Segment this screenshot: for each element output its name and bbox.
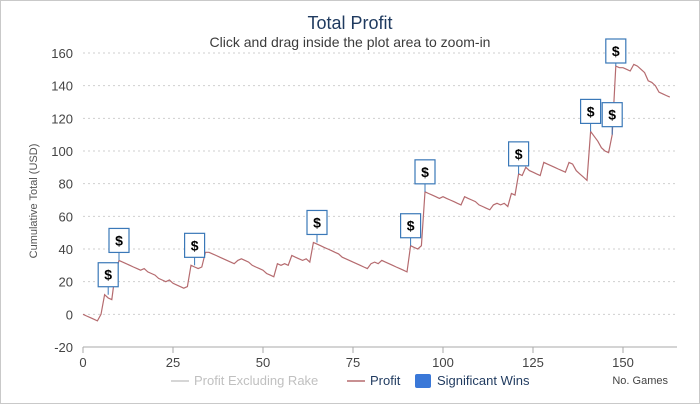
y-tick-label: 160 bbox=[51, 46, 73, 61]
y-axis-ticks: -20 0 20 40 60 80 100 120 140 160 bbox=[51, 46, 73, 355]
flag-label: $ bbox=[515, 146, 523, 162]
chart-subtitle: Click and drag inside the plot area to z… bbox=[210, 34, 491, 50]
significant-win-flag[interactable]: $ bbox=[184, 232, 206, 266]
y-tick-label: 60 bbox=[59, 209, 73, 224]
x-axis-ticks: 0 25 50 75 100 125 150 bbox=[79, 347, 634, 370]
flag-box bbox=[184, 232, 206, 258]
chart-title: Total Profit bbox=[307, 13, 392, 33]
y-tick-label: 120 bbox=[51, 111, 73, 126]
y-axis-label: Cumulative Total (USD) bbox=[28, 144, 40, 259]
x-tick-label: 150 bbox=[612, 355, 634, 370]
flag-label: $ bbox=[421, 164, 429, 180]
flag-box bbox=[414, 159, 436, 185]
x-tick-label: 100 bbox=[432, 355, 454, 370]
flag-label: $ bbox=[612, 43, 620, 59]
flag-box bbox=[605, 38, 627, 64]
x-tick-label: 125 bbox=[522, 355, 544, 370]
x-axis-label: No. Games bbox=[612, 375, 668, 387]
x-tick-label: 75 bbox=[346, 355, 360, 370]
flag-label: $ bbox=[104, 267, 112, 283]
significant-win-flag[interactable]: $ bbox=[400, 213, 422, 246]
flag-label: $ bbox=[587, 103, 595, 119]
flag-label: $ bbox=[313, 214, 321, 230]
flag-box bbox=[508, 141, 530, 167]
significant-win-flags: $ $ $ $ $ $ $ $ $ $ bbox=[97, 38, 627, 295]
flag-label: $ bbox=[115, 232, 123, 248]
flag-box bbox=[601, 102, 623, 128]
gridlines bbox=[83, 52, 677, 348]
y-tick-label: -20 bbox=[54, 340, 73, 355]
legend-excl-rake-label: Profit Excluding Rake bbox=[194, 373, 318, 388]
flag-label: $ bbox=[407, 218, 415, 234]
significant-win-flag[interactable]: $ bbox=[306, 209, 328, 243]
significant-win-flag[interactable]: $ bbox=[108, 227, 130, 261]
legend-significant-wins-swatch bbox=[415, 374, 431, 388]
y-tick-label: 0 bbox=[66, 307, 73, 322]
legend-significant-wins-label: Significant Wins bbox=[437, 373, 530, 388]
significant-win-flag[interactable]: $ bbox=[601, 102, 623, 135]
flag-box bbox=[306, 209, 328, 236]
y-tick-label: 140 bbox=[51, 79, 73, 94]
legend-profit-label: Profit bbox=[370, 373, 401, 388]
x-tick-label: 0 bbox=[79, 355, 86, 370]
legend: Profit Excluding Rake Profit Significant… bbox=[171, 373, 530, 388]
significant-win-flag[interactable]: $ bbox=[579, 98, 602, 132]
y-tick-label: 40 bbox=[59, 242, 73, 257]
flag-box bbox=[97, 262, 119, 288]
flag-box bbox=[108, 227, 130, 254]
significant-win-flag[interactable]: $ bbox=[508, 141, 530, 174]
legend-item-profit[interactable]: Profit bbox=[347, 373, 401, 388]
legend-item-significant-wins[interactable]: Significant Wins bbox=[415, 373, 530, 388]
legend-item-excl-rake[interactable]: Profit Excluding Rake bbox=[171, 373, 318, 388]
flag-box bbox=[579, 98, 602, 125]
flag-label: $ bbox=[608, 107, 616, 123]
x-tick-label: 50 bbox=[256, 355, 270, 370]
x-tick-label: 25 bbox=[166, 355, 180, 370]
significant-win-flag[interactable]: $ bbox=[605, 38, 627, 67]
y-tick-label: 20 bbox=[59, 275, 73, 290]
significant-win-flag[interactable]: $ bbox=[97, 262, 119, 295]
y-tick-label: 80 bbox=[59, 177, 73, 192]
significant-win-flag[interactable]: $ bbox=[414, 159, 436, 192]
y-tick-label: 100 bbox=[51, 144, 73, 159]
flag-label: $ bbox=[191, 237, 199, 253]
profit-series-line[interactable] bbox=[82, 63, 671, 322]
flag-box bbox=[400, 213, 422, 239]
